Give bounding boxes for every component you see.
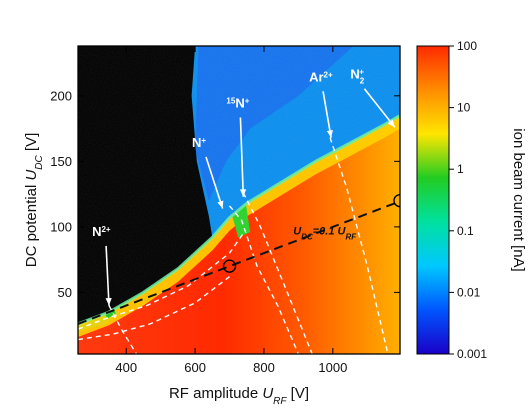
annotation-arrow-4 — [363, 88, 396, 128]
dashed-guide-5 — [108, 305, 138, 354]
ion-label-2: 15N+ — [226, 96, 249, 111]
operating-line-label: UDC=0.1 URF — [293, 226, 357, 242]
cb-tick-label-1: 10 — [457, 101, 471, 115]
ion-annotations: N2+ N+ 15N+ Ar2+ N2+ — [92, 67, 396, 306]
dashed-guide-1 — [78, 276, 230, 341]
cb-tick-label-4: 0.01 — [457, 285, 481, 299]
annotation-arrow-3 — [322, 91, 332, 138]
ion-label-3: Ar2+ — [309, 69, 333, 84]
dashed-guide-lines — [78, 137, 389, 354]
ion-label-4: N2+ — [350, 67, 364, 86]
plot-frame — [77, 45, 401, 355]
dashed-guide-3 — [242, 192, 313, 354]
x-axis-ticks: 400 600 800 1000 — [115, 46, 347, 375]
annotation-arrow-2 — [239, 117, 245, 197]
dashed-guide-4 — [329, 137, 389, 354]
x-axis-title: RF amplitude URF [V] — [169, 385, 309, 407]
cb-tick-label-5: 0.001 — [457, 347, 487, 361]
colorbar-ticks: 100 10 1 0.1 0.01 0.001 — [449, 39, 487, 361]
x-tick-label-3: 1000 — [318, 360, 347, 375]
annotation-arrowhead-2 — [239, 189, 247, 197]
y-tick-label-0: 50 — [58, 285, 72, 300]
cb-tick-label-3: 0.1 — [457, 224, 474, 238]
annotation-arrowhead-4 — [387, 119, 395, 128]
annotation-arrowhead-1 — [217, 200, 224, 209]
stability-edge-line — [78, 114, 400, 326]
y-axis-title: DC potential UDC [V] — [23, 133, 45, 268]
annotation-arrow-1 — [205, 156, 224, 209]
y-tick-label-2: 150 — [50, 154, 72, 169]
x-tick-label-2: 800 — [253, 360, 275, 375]
annotation-arrow-0 — [105, 245, 110, 306]
dashed-guide-0 — [78, 232, 244, 330]
operating-line — [78, 200, 400, 325]
x-tick-label-0: 400 — [115, 360, 137, 375]
annotation-arrowhead-3 — [326, 129, 333, 138]
ion-label-0: N2+ — [92, 224, 111, 239]
y-tick-label-1: 100 — [50, 219, 72, 234]
ion-label-1: N+ — [192, 135, 206, 150]
annotation-arrowhead-0 — [105, 297, 112, 306]
y-axis-ticks: 50 100 150 200 — [50, 88, 400, 300]
operating-marker-0 — [222, 259, 237, 273]
colorbar — [416, 45, 450, 355]
operating-marker-1 — [393, 193, 400, 208]
x-tick-label-1: 600 — [184, 360, 206, 375]
dashed-guide-2 — [228, 205, 300, 354]
colorbar-title: ion beam current [nA] — [510, 128, 527, 271]
cb-tick-label-2: 1 — [457, 162, 464, 176]
operating-line-markers — [222, 193, 400, 273]
y-tick-label-3: 200 — [50, 88, 72, 103]
yellow-boundary-band — [78, 115, 400, 337]
cb-tick-label-0: 100 — [457, 39, 477, 53]
